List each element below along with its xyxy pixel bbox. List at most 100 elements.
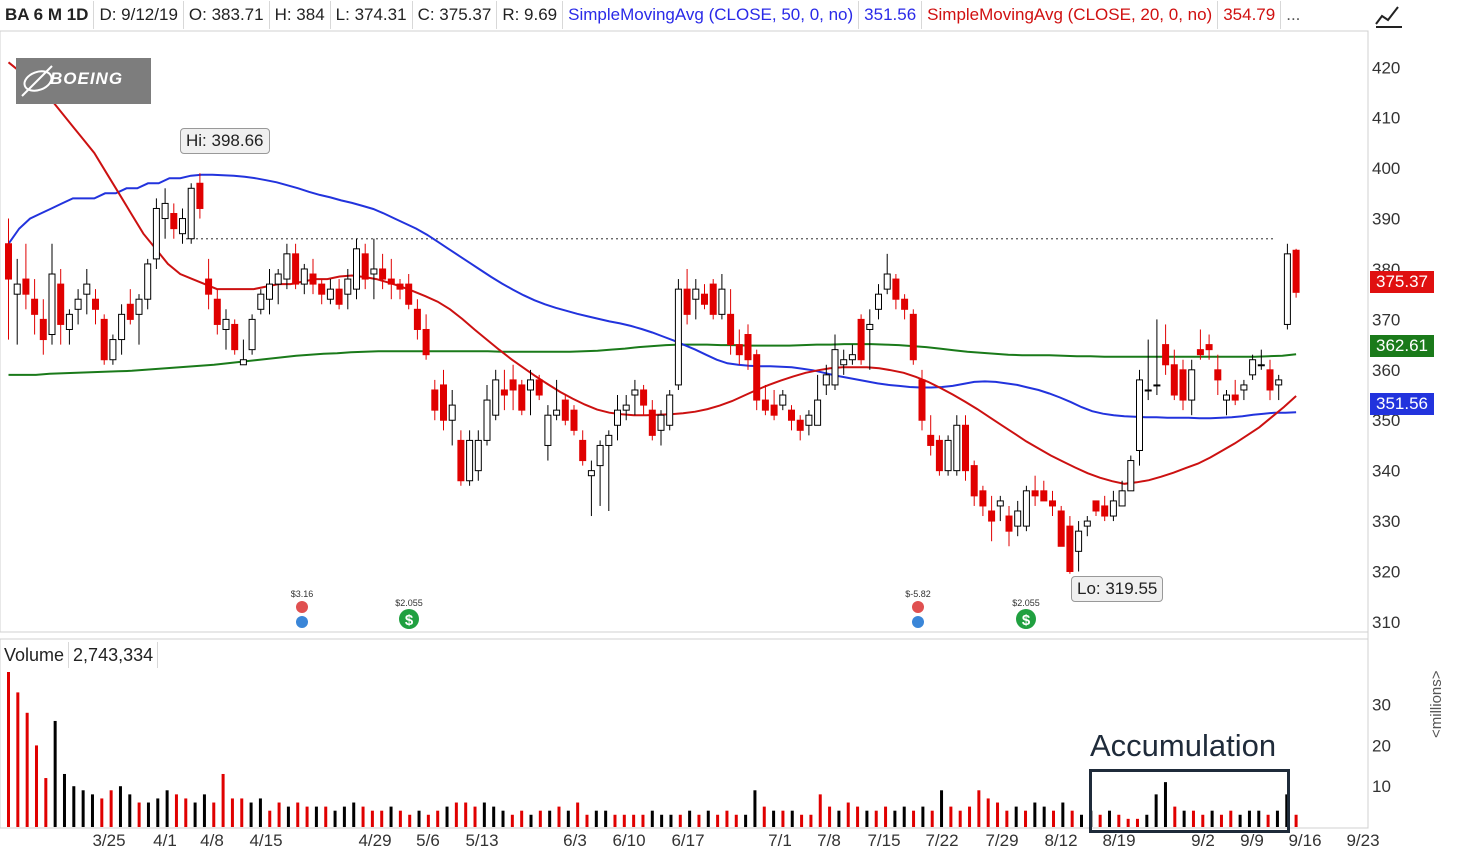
candle-body [1283, 253, 1291, 325]
candle-body [1092, 500, 1100, 512]
candle-body [796, 419, 804, 431]
candle-body [457, 439, 465, 482]
candle [1196, 329, 1204, 360]
candle-body [701, 293, 708, 305]
candle-body [118, 313, 126, 341]
candle-body [205, 278, 213, 295]
volume-bar [538, 810, 542, 827]
candle-body [970, 465, 978, 497]
volume-bar [940, 790, 944, 827]
candle-body [848, 354, 856, 361]
candle [1275, 374, 1283, 401]
candle [753, 349, 761, 411]
candle-body [39, 318, 47, 341]
volume-bar [370, 810, 374, 827]
candle-body [65, 313, 73, 330]
volume-bar [585, 814, 589, 827]
volume-bar [44, 778, 48, 827]
date-tick-label: 7/22 [925, 831, 958, 850]
volume-bar [380, 810, 384, 827]
candle-body [1205, 344, 1213, 351]
earnings-icon [912, 601, 924, 613]
volume-title[interactable]: Volume [0, 642, 70, 668]
candle-body [161, 202, 169, 220]
candle-body [170, 213, 178, 230]
candle [544, 405, 552, 461]
candle [248, 314, 256, 355]
candle [466, 430, 474, 486]
price-tick-label: 330 [1372, 512, 1400, 531]
volume-bar [445, 806, 449, 827]
candle [448, 389, 456, 446]
candle-body [448, 404, 456, 421]
candle [1231, 379, 1239, 406]
volume-bar [576, 802, 580, 827]
symbol-label[interactable]: BA 6 M 1D [0, 1, 95, 29]
close-readout: C: 375.37 [413, 1, 498, 29]
volume-bar [1014, 806, 1018, 827]
sma50-price-badge: 351.56 [1370, 393, 1434, 415]
candle [1249, 354, 1257, 380]
volume-bar [464, 802, 468, 827]
volume-bar [1247, 810, 1251, 827]
candle [309, 258, 317, 295]
volume-bar [62, 773, 66, 827]
candle [866, 309, 874, 370]
range-readout: R: 9.69 [497, 1, 564, 29]
event-value-label: $3.16 [291, 589, 314, 599]
volume-bar [1266, 814, 1270, 827]
candle [1144, 339, 1152, 401]
dividend-event: $2.055 $ [1012, 598, 1040, 629]
price-tick-label: 360 [1372, 361, 1400, 380]
candle [370, 238, 378, 300]
candle-body [1127, 460, 1135, 492]
candle-body [892, 278, 900, 300]
volume-bar [305, 806, 309, 827]
volume-bar [1154, 794, 1158, 827]
more-studies-button[interactable]: ... [1286, 5, 1301, 24]
date-tick-label: 7/29 [985, 831, 1018, 850]
volume-bar [529, 814, 533, 827]
sma50-study-label[interactable]: SimpleMovingAvg (CLOSE, 50, 0, no) [563, 1, 860, 29]
candle [1005, 505, 1013, 547]
candle-body [57, 283, 65, 325]
volume-bar [221, 773, 225, 827]
candle-body [179, 218, 186, 235]
candle-body [83, 283, 91, 295]
candle [179, 208, 186, 244]
sma20-study-label[interactable]: SimpleMovingAvg (CLOSE, 20, 0, no) [922, 1, 1219, 29]
candle-body [527, 379, 534, 391]
volume-bar [1173, 806, 1177, 827]
volume-bar [324, 806, 328, 827]
candle-body [831, 349, 839, 386]
candle [605, 430, 613, 511]
volume-bar [454, 802, 458, 827]
candle [631, 379, 639, 416]
volume-bar [921, 806, 925, 827]
drawing-tool-icon[interactable] [1372, 2, 1406, 30]
candle-body [761, 399, 769, 411]
candle-body [283, 253, 291, 280]
candle-body [814, 399, 822, 426]
earnings-event: $-5.82 [905, 589, 931, 628]
candle-body [222, 318, 230, 330]
candle-body [875, 293, 882, 310]
volume-bar [1285, 794, 1289, 827]
accumulation-label: Accumulation [1090, 728, 1277, 763]
candle-body [213, 298, 221, 325]
volume-bar [688, 810, 692, 827]
date-tick-label: 3/25 [92, 831, 125, 850]
volume-bar [296, 802, 300, 827]
candle [353, 238, 360, 300]
dividend-icon [1016, 609, 1036, 629]
volume-bar [977, 790, 981, 827]
earnings-bulb-icon [912, 616, 924, 628]
volume-bar [482, 802, 486, 827]
candle-body [500, 389, 508, 396]
candle [431, 379, 439, 421]
candle [1049, 490, 1056, 517]
volume-bar [790, 810, 794, 827]
boeing-logo-mark-icon [21, 65, 53, 97]
volume-bar [520, 810, 524, 827]
